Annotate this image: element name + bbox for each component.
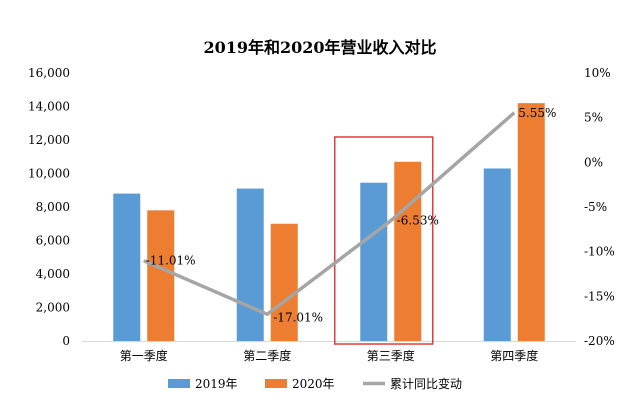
bar-2019年	[360, 182, 388, 341]
bar-2020年	[394, 161, 422, 341]
left-axis-tick-label: 10,000	[28, 167, 70, 181]
right-axis-tick-label: -20%	[584, 334, 615, 348]
chart-title: 2019年和2020年营业收入对比	[203, 38, 437, 57]
data-label: -17.01%	[273, 310, 323, 324]
legend-label: 2019年	[195, 377, 238, 391]
data-label: 5.55%	[518, 106, 556, 120]
bar-2020年	[147, 210, 175, 341]
legend-label: 累计同比变动	[390, 376, 462, 391]
right-axis-tick-label: -10%	[584, 245, 615, 259]
highlight-box	[334, 136, 434, 345]
left-axis-tick-label: 6,000	[36, 234, 70, 248]
legend-swatch-2020年	[265, 379, 287, 388]
category-label: 第四季度	[490, 348, 538, 363]
left-axis-tick-label: 12,000	[28, 133, 70, 147]
category-label: 第一季度	[120, 348, 168, 363]
legend-label: 2020年	[292, 377, 335, 391]
bar-2020年	[270, 223, 298, 341]
right-axis-tick-label: -15%	[584, 289, 615, 303]
bar-2019年	[236, 188, 264, 341]
right-axis-tick-label: -5%	[584, 200, 607, 214]
line-累计同比变动	[143, 111, 516, 317]
bar-2019年	[113, 193, 141, 341]
data-label: -6.53%	[397, 214, 439, 228]
left-axis-tick-label: 2,000	[36, 301, 70, 315]
right-axis-tick-label: 10%	[584, 66, 611, 80]
category-label: 第三季度	[367, 348, 415, 363]
left-axis-tick-label: 0	[62, 334, 70, 348]
data-label: -11.01%	[146, 254, 196, 268]
bar-2019年	[483, 168, 511, 341]
legend-swatch-2019年	[168, 379, 190, 388]
bar-2020年	[517, 103, 545, 342]
right-axis-tick-label: 0%	[584, 155, 603, 169]
right-axis-tick-label: 5%	[584, 111, 603, 125]
left-axis-tick-label: 4,000	[36, 267, 70, 281]
left-axis-tick-label: 8,000	[36, 200, 70, 214]
left-axis-tick-label: 14,000	[28, 100, 70, 114]
category-label: 第二季度	[243, 348, 291, 363]
left-axis-tick-label: 16,000	[28, 66, 70, 80]
